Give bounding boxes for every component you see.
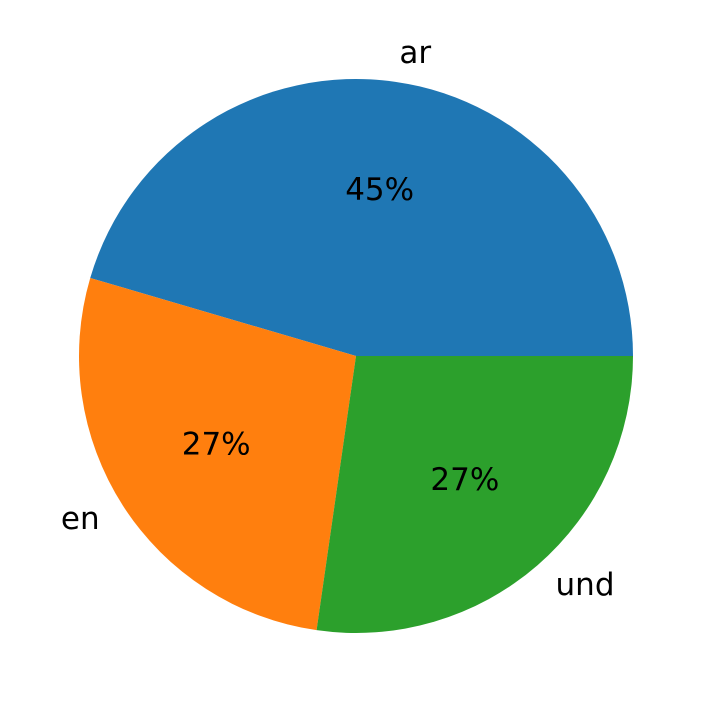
value-label: 27% — [182, 426, 251, 462]
slice-label: ar — [399, 35, 431, 71]
value-label: 45% — [345, 172, 414, 208]
pie-slice — [90, 79, 633, 356]
slice-label: en — [61, 501, 100, 537]
pie-slice — [316, 356, 633, 633]
value-label: 27% — [430, 462, 499, 498]
slice-label: und — [556, 567, 615, 603]
pie-slice — [78, 277, 356, 631]
